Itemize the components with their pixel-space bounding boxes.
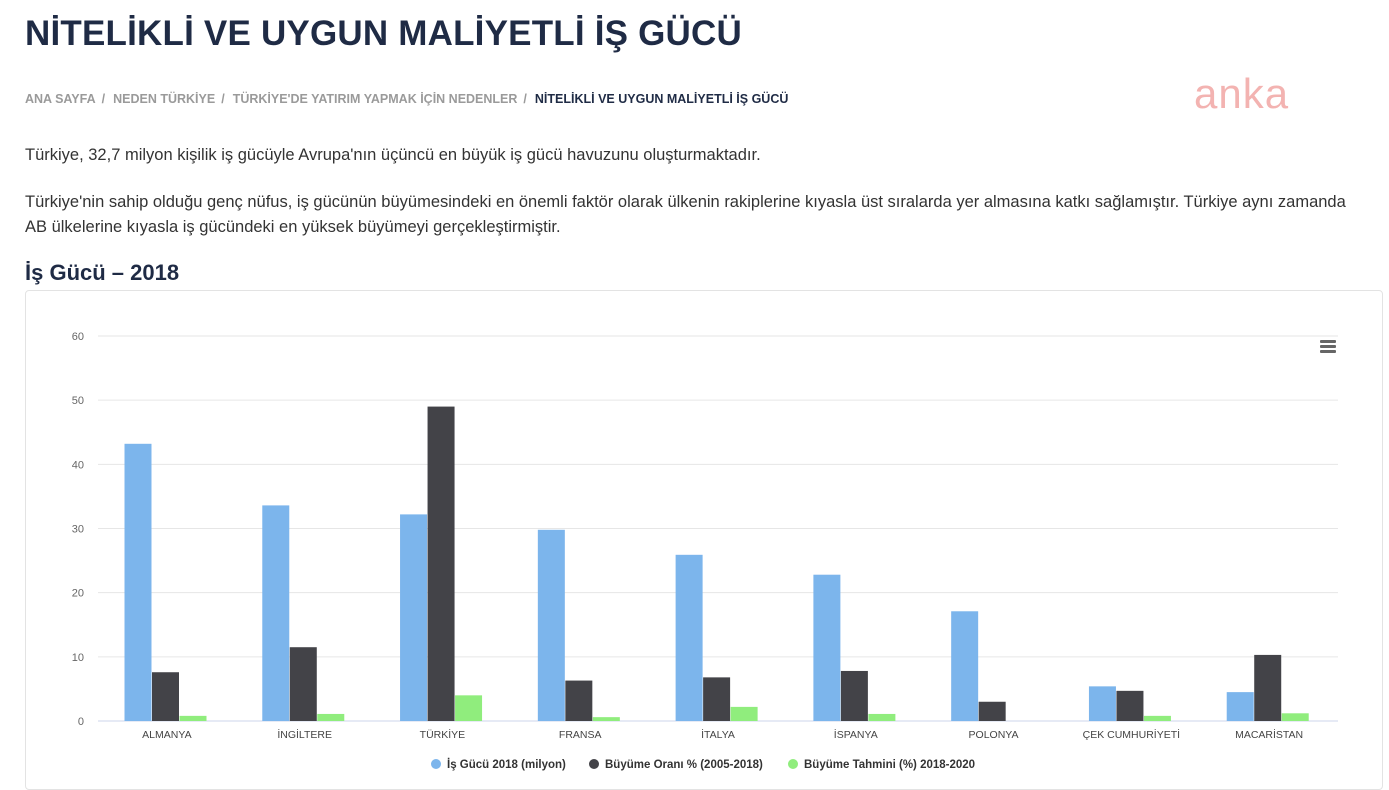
bar (1116, 690, 1144, 721)
x-tick-label: TÜRKİYE (420, 728, 466, 741)
breadcrumb-separator: / (221, 92, 225, 106)
bar (1226, 692, 1254, 721)
breadcrumb-home-link[interactable]: ANA SAYFA (25, 92, 96, 106)
bar (1143, 715, 1171, 721)
breadcrumb-why-turkey-link[interactable]: NEDEN TÜRKİYE (113, 92, 216, 106)
bar (537, 529, 565, 721)
bar (730, 706, 758, 721)
breadcrumb-separator: / (101, 92, 106, 106)
bar (703, 677, 731, 721)
bar (317, 713, 345, 721)
y-tick-label: 0 (78, 716, 84, 728)
x-tick-label: İNGİLTERE (277, 728, 332, 741)
legend-item: İş Gücü 2018 (milyon) (447, 758, 566, 771)
intro-paragraph: Türkiye, 32,7 milyon kişilik iş gücüyle … (25, 146, 761, 164)
x-tick-label: İTALYA (701, 728, 735, 741)
y-tick-label: 40 (72, 459, 84, 471)
bar (124, 443, 152, 721)
y-tick-label: 20 (72, 588, 84, 600)
bar (868, 713, 896, 721)
x-tick-label: MACARİSTAN (1235, 728, 1303, 741)
breadcrumb-current: NİTELİKLİ VE UYGUN MALİYETLİ İŞ GÜCÜ (534, 92, 789, 106)
bar (592, 717, 620, 721)
legend-marker (431, 759, 441, 769)
y-tick-label: 50 (72, 395, 84, 407)
bar (455, 695, 483, 721)
breadcrumb-reasons-link[interactable]: TÜRKİYE'DE YATIRIM YAPMAK İÇİN NEDENLER (232, 92, 518, 106)
anka-logo: anka (1194, 70, 1290, 117)
bar (152, 672, 179, 721)
legend-marker (788, 759, 798, 769)
breadcrumb-separator: / (523, 92, 527, 106)
x-tick-label: ÇEK CUMHURİYETİ (1083, 728, 1180, 741)
bar (813, 574, 841, 721)
legend-item: Büyüme Oranı % (2005-2018) (605, 759, 763, 771)
bar (1088, 686, 1116, 721)
section-title: İş Gücü – 2018 (25, 260, 180, 285)
bar (951, 611, 979, 721)
legend-marker (589, 759, 599, 769)
y-tick-label: 10 (72, 652, 84, 664)
bar (262, 505, 290, 721)
bar (1254, 654, 1282, 721)
bar (179, 715, 207, 721)
bar (427, 406, 455, 721)
bar (289, 647, 317, 721)
chart-menu-icon[interactable] (1320, 340, 1336, 354)
page-title: NİTELİKLİ VE UYGUN MALİYETLİ İŞ GÜCÜ (25, 14, 742, 53)
x-tick-label: FRANSA (559, 729, 602, 741)
x-tick-label: İSPANYA (834, 728, 878, 741)
detail-paragraph: Türkiye'nin sahip olduğu genç nüfus, iş … (25, 193, 1346, 236)
bar (978, 701, 1006, 721)
x-tick-label: POLONYA (969, 729, 1019, 741)
bar (400, 514, 428, 721)
bar (840, 670, 868, 721)
breadcrumb: ANA SAYFA / NEDEN TÜRKİYE / TÜRKİYE'DE Y… (25, 92, 788, 106)
bar (675, 554, 703, 721)
y-tick-label: 60 (72, 331, 84, 343)
y-tick-label: 30 (72, 524, 84, 536)
x-tick-label: ALMANYA (142, 729, 191, 741)
bar (565, 680, 593, 721)
legend-item: Büyüme Tahmini (%) 2018-2020 (804, 759, 975, 771)
bar (1281, 713, 1309, 721)
